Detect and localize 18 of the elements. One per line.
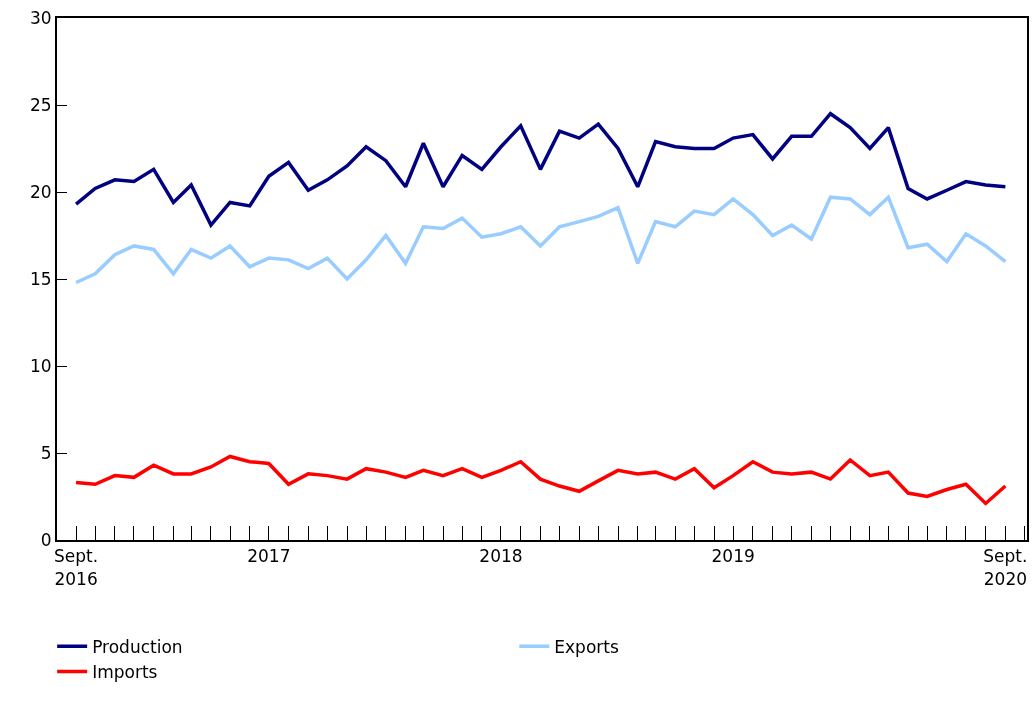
x-tick-label: Sept. 2020 — [983, 546, 1028, 589]
legend-label: Imports — [92, 662, 158, 683]
y-tick-label: 0 — [40, 529, 52, 550]
legend-label: Production — [92, 636, 183, 657]
x-tick-label: Sept. 2016 — [54, 546, 99, 589]
y-tick-label: 20 — [29, 181, 52, 202]
line-series — [74, 454, 1008, 506]
x-tick-label: 2017 — [247, 546, 291, 567]
line-series — [74, 195, 1008, 285]
x-tick-label: 2019 — [711, 546, 755, 567]
x-tick-label: 2018 — [479, 546, 523, 567]
y-tick-label: 5 — [40, 442, 52, 463]
y-tick-label: 10 — [29, 355, 52, 376]
legend-label: Exports — [554, 636, 619, 657]
y-tick-label: 30 — [29, 7, 52, 28]
line-series — [74, 111, 1008, 227]
y-tick-label: 15 — [29, 268, 52, 289]
y-tick-label: 25 — [29, 94, 52, 115]
